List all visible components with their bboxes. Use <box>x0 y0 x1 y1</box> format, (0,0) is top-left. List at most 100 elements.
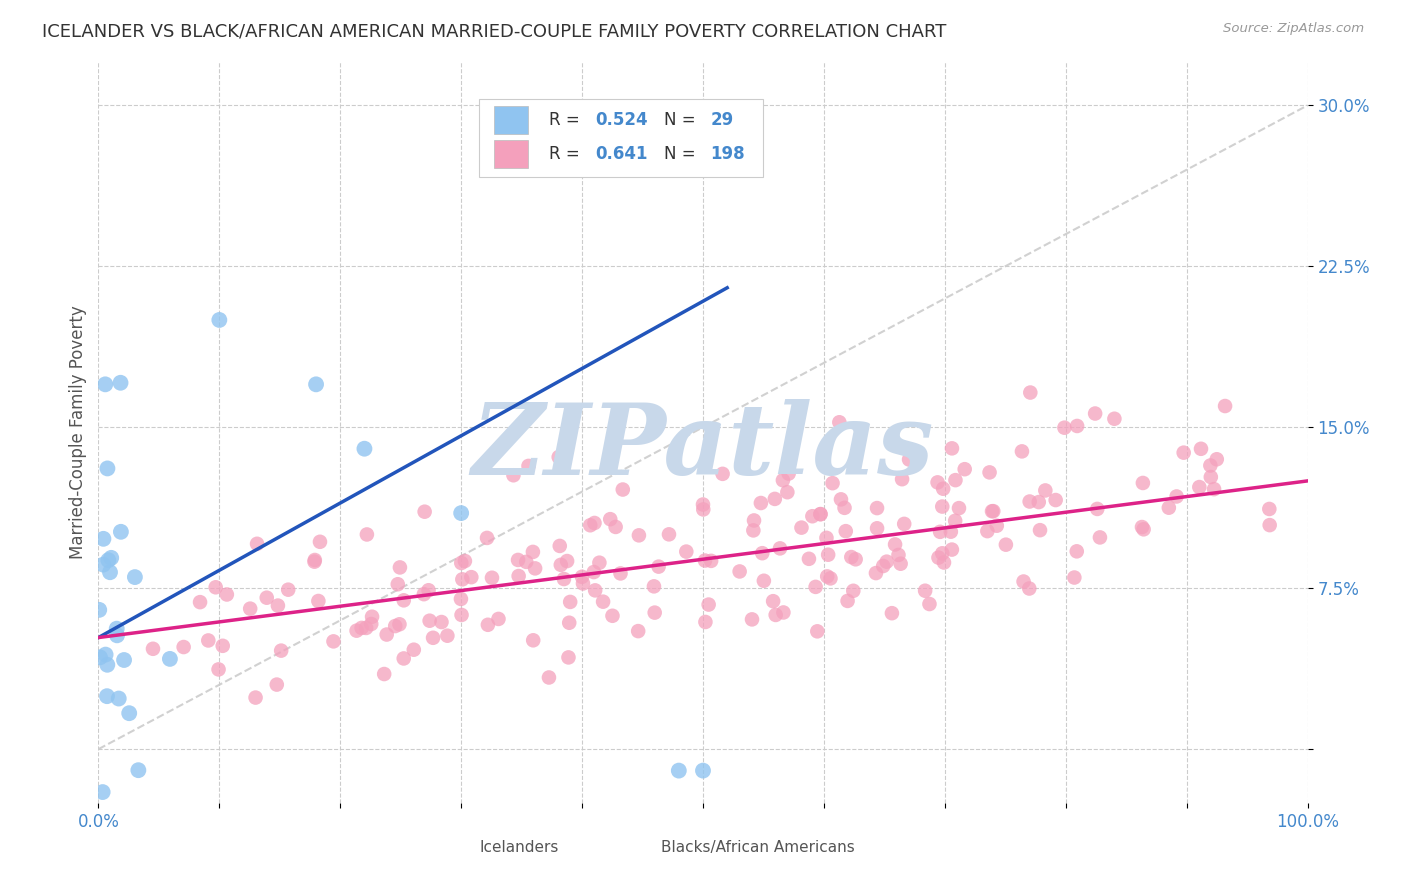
Point <box>1053 420 1076 434</box>
Point <box>647 559 669 574</box>
Point <box>1258 518 1281 533</box>
Point <box>142 641 165 656</box>
Point <box>976 524 998 538</box>
Point <box>110 376 132 390</box>
Point <box>91 785 114 799</box>
Point <box>953 462 976 476</box>
Point <box>173 640 195 654</box>
Point <box>948 501 970 516</box>
Point <box>124 570 146 584</box>
Point <box>547 450 569 464</box>
Point <box>1029 523 1052 537</box>
Point <box>1213 399 1236 413</box>
Point <box>891 472 914 486</box>
Point <box>898 452 921 467</box>
Point <box>118 706 141 721</box>
Point <box>583 583 606 598</box>
Point <box>488 612 510 626</box>
Point <box>450 506 472 520</box>
Point <box>215 587 238 601</box>
Point <box>309 534 332 549</box>
Point <box>266 677 288 691</box>
Point <box>239 601 262 615</box>
Point <box>208 313 231 327</box>
Point <box>579 518 602 533</box>
Point <box>927 550 949 565</box>
Text: ZIPatlas: ZIPatlas <box>472 400 934 496</box>
Point <box>943 514 966 528</box>
Point <box>643 579 665 593</box>
Point <box>560 595 582 609</box>
Text: N =: N = <box>664 112 702 129</box>
Point <box>388 617 411 632</box>
Point <box>418 583 440 598</box>
Point <box>110 524 132 539</box>
Point <box>1088 530 1111 544</box>
Point <box>741 612 763 626</box>
Point <box>159 652 181 666</box>
Point <box>555 554 578 568</box>
Text: Blacks/African Americans: Blacks/African Americans <box>661 839 855 855</box>
Point <box>422 631 444 645</box>
Point <box>256 591 278 605</box>
Point <box>695 615 717 629</box>
Point <box>658 527 681 541</box>
Point <box>806 624 828 639</box>
Point <box>361 609 384 624</box>
Point <box>508 569 530 583</box>
Point <box>929 524 952 539</box>
Point <box>866 521 889 535</box>
Point <box>454 554 477 568</box>
Point <box>762 594 785 608</box>
Point <box>842 583 865 598</box>
Point <box>804 580 827 594</box>
Point <box>939 524 962 539</box>
Text: R =: R = <box>550 112 585 129</box>
Point <box>932 556 955 570</box>
Point <box>1019 385 1042 400</box>
Point <box>742 524 765 538</box>
Point <box>1018 582 1040 596</box>
Point <box>211 639 233 653</box>
Point <box>742 513 765 527</box>
Point <box>821 476 844 491</box>
Point <box>644 606 666 620</box>
Point <box>931 546 953 560</box>
Point <box>890 557 912 571</box>
Point <box>522 633 544 648</box>
Point <box>1066 419 1088 434</box>
Point <box>553 572 575 586</box>
Point <box>94 648 117 662</box>
Point <box>304 555 326 569</box>
Text: 29: 29 <box>710 112 734 129</box>
Point <box>188 595 211 609</box>
Point <box>402 642 425 657</box>
Point <box>834 500 856 515</box>
Point <box>751 546 773 560</box>
Point <box>627 624 650 639</box>
Point <box>270 643 292 657</box>
Point <box>127 763 149 777</box>
FancyBboxPatch shape <box>494 106 527 135</box>
Point <box>475 531 498 545</box>
Point <box>277 582 299 597</box>
Point <box>450 591 472 606</box>
FancyBboxPatch shape <box>494 140 527 169</box>
Point <box>602 608 624 623</box>
Point <box>387 577 409 591</box>
Point <box>692 764 714 778</box>
Point <box>305 377 328 392</box>
Point <box>346 624 368 638</box>
Point <box>267 599 290 613</box>
Point <box>460 570 482 584</box>
Point <box>693 553 716 567</box>
Point <box>893 516 915 531</box>
Point <box>517 458 540 473</box>
Point <box>207 662 229 676</box>
Point <box>392 593 415 607</box>
Point <box>353 442 375 456</box>
Point <box>839 550 862 565</box>
Point <box>1199 458 1222 473</box>
Point <box>692 502 714 516</box>
Point <box>450 556 472 570</box>
